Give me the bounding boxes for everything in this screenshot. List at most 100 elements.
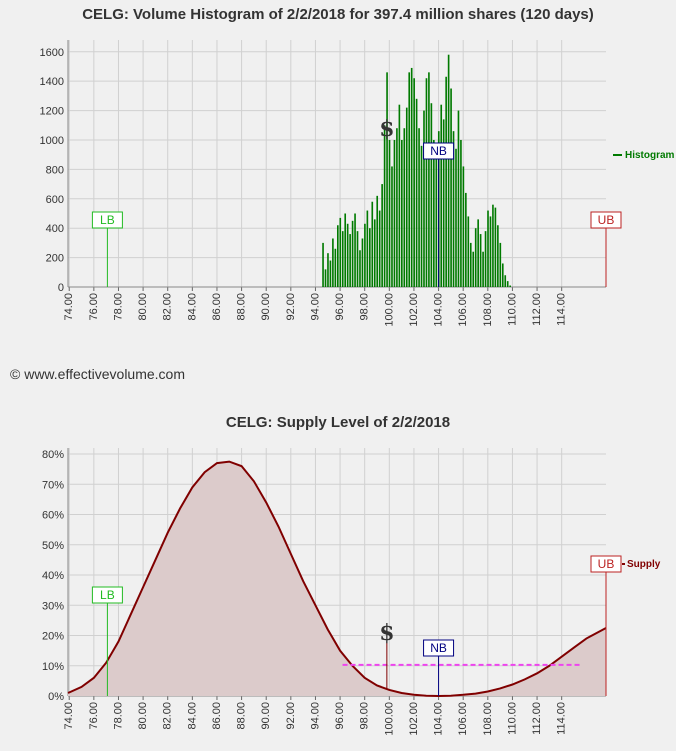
- histogram-bar: [354, 213, 356, 287]
- histogram-bar: [465, 192, 467, 287]
- histogram-bar: [452, 131, 455, 287]
- histogram-bar: [381, 184, 383, 287]
- histogram-bar: [504, 275, 507, 287]
- histogram-bar: [445, 76, 447, 287]
- histogram-bar: [364, 223, 366, 287]
- x-tick-label: 86.00: [211, 293, 223, 321]
- nb-marker: NB: [423, 639, 455, 657]
- histogram-bar: [327, 253, 329, 287]
- y-tick-label: 200: [46, 253, 64, 265]
- histogram-bar: [388, 139, 391, 287]
- histogram-bar: [376, 195, 379, 287]
- x-tick-label: 108.00: [482, 702, 494, 736]
- x-tick-label: 76.00: [88, 293, 100, 321]
- x-tick-label: 74.00: [63, 702, 75, 730]
- histogram-bar: [489, 216, 492, 287]
- y-tick-label: 60%: [42, 510, 64, 522]
- x-tick-label: 82.00: [162, 702, 174, 730]
- histogram-bar: [467, 216, 470, 287]
- y-tick-label: 50%: [42, 540, 64, 552]
- x-tick-label: 92.00: [285, 293, 297, 321]
- histogram-bar: [415, 98, 418, 287]
- histogram-bar: [423, 110, 425, 287]
- histogram-bar: [339, 217, 342, 287]
- histogram-bar: [396, 128, 398, 287]
- x-tick-label: 98.00: [359, 293, 371, 321]
- histogram-bar: [425, 78, 428, 287]
- y-tick-label: 1000: [40, 135, 64, 147]
- nb-marker: NB: [423, 142, 455, 160]
- histogram-bar: [433, 139, 435, 287]
- histogram-bar: [442, 119, 445, 288]
- histogram-bar: [337, 225, 339, 287]
- x-tick-label: 114.00: [556, 293, 568, 326]
- lb-label: LB: [100, 588, 115, 602]
- histogram-bar: [324, 269, 327, 287]
- x-tick-label: 110.00: [506, 702, 518, 735]
- histogram-bar: [487, 210, 489, 287]
- nb-label: NB: [430, 144, 447, 158]
- nb-box: [423, 639, 455, 657]
- x-tick-label: 108.00: [482, 293, 494, 327]
- histogram-bar: [457, 110, 460, 287]
- x-tick-label: 98.00: [359, 702, 371, 730]
- x-tick-label: 104.00: [433, 293, 445, 327]
- x-tick-label: 102.00: [408, 702, 420, 736]
- volume-histogram-chart: 74.00 76.00 78.00 80.00 82.00 84.00 86.00 88.00…: [40, 40, 675, 327]
- x-tick-label: 96.00: [334, 293, 346, 321]
- lb-box: [91, 586, 123, 604]
- histogram-bar: [329, 260, 332, 287]
- histogram-bar: [447, 54, 450, 288]
- histogram-bar: [356, 231, 359, 287]
- x-tick-label: 78.00: [112, 702, 124, 730]
- price-dollar-icon: $: [379, 116, 394, 142]
- x-tick-label: 82.00: [162, 293, 174, 321]
- x-tick-label: 88.00: [236, 702, 248, 730]
- histogram-bar: [413, 78, 415, 287]
- histogram-bar: [334, 248, 337, 287]
- histogram-bar: [462, 166, 465, 287]
- histogram-bar: [428, 72, 430, 287]
- ub-marker: UB: [590, 555, 622, 573]
- x-tick-label: 100.00: [383, 702, 395, 736]
- histogram-bar: [435, 157, 438, 287]
- y-tick-label: 800: [46, 164, 64, 176]
- y-tick-label: 30%: [42, 600, 64, 612]
- histogram-bar: [393, 139, 396, 287]
- x-tick-label: 110.00: [506, 293, 518, 326]
- histogram-bar: [509, 285, 511, 287]
- histogram-bar: [401, 139, 403, 287]
- y-tick-label: 20%: [42, 631, 64, 643]
- x-tick-label: 114.00: [556, 702, 568, 735]
- histogram-bar: [403, 128, 406, 287]
- histogram-bar: [346, 223, 349, 287]
- lb-label: LB: [100, 213, 115, 227]
- histogram-bar: [351, 220, 354, 287]
- histogram-bar: [460, 139, 462, 287]
- y-tick-label: 0: [58, 282, 64, 294]
- histogram-bar: [474, 228, 477, 287]
- x-tick-label: 96.00: [334, 702, 346, 730]
- x-tick-label: 90.00: [260, 702, 272, 730]
- histogram-bar: [386, 72, 388, 287]
- histogram-bar: [482, 251, 484, 287]
- histogram-bar: [410, 67, 413, 287]
- y-tick-label: 1600: [40, 47, 64, 59]
- histogram-bar: [494, 207, 497, 287]
- histogram-bar: [366, 210, 369, 287]
- histogram-bar: [472, 251, 475, 287]
- histogram-bar: [322, 242, 324, 287]
- y-tick-label: 10%: [42, 661, 64, 673]
- histogram-bar: [501, 263, 504, 287]
- histogram-bar: [332, 238, 334, 287]
- x-tick-label: 88.00: [236, 293, 248, 321]
- histogram-bar: [373, 219, 376, 287]
- x-tick-label: 106.00: [457, 702, 469, 736]
- x-tick-label: 94.00: [309, 702, 321, 730]
- histogram-bar: [440, 104, 443, 287]
- x-tick-label: 112.00: [531, 702, 543, 735]
- x-tick-label: 84.00: [186, 702, 198, 730]
- y-tick-label: 70%: [42, 479, 64, 491]
- legend-label: Supply: [627, 559, 661, 570]
- histogram-bar: [484, 231, 487, 287]
